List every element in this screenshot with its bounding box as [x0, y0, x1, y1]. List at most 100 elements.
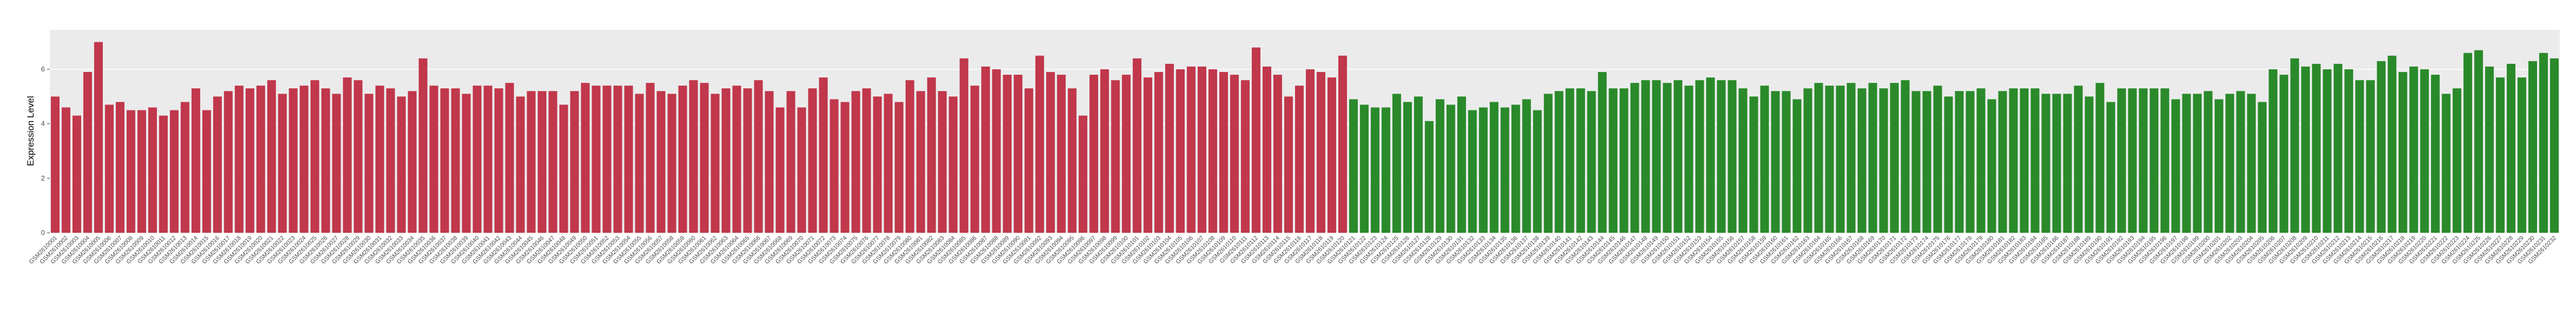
bar [494, 88, 503, 233]
bar [1273, 75, 1283, 233]
bar [2009, 88, 2018, 233]
bar [2312, 63, 2321, 233]
bar [1176, 69, 1185, 233]
bar [1316, 72, 1325, 233]
bar [1608, 88, 1618, 233]
bar [1327, 77, 1336, 233]
bar [743, 88, 752, 233]
bar [2442, 94, 2451, 233]
bar [245, 88, 254, 233]
bar [451, 88, 460, 233]
bar [1263, 66, 1272, 233]
bar [2193, 94, 2202, 233]
bar [960, 58, 969, 233]
bar [2344, 69, 2354, 233]
bar [148, 107, 157, 233]
bar [1662, 83, 1672, 233]
bar [408, 91, 417, 233]
bar [2496, 77, 2505, 233]
bar [2366, 80, 2375, 233]
bar [2063, 94, 2072, 233]
bar [1024, 88, 1034, 233]
bar [1987, 99, 1996, 233]
bar [1684, 86, 1693, 233]
bar [299, 86, 308, 233]
bar [462, 94, 471, 233]
bar [516, 96, 525, 233]
bar [1100, 69, 1109, 233]
bar [1392, 94, 1401, 233]
bar [2085, 96, 2094, 233]
bar [830, 99, 839, 233]
bar [1998, 91, 2007, 233]
bar [1111, 80, 1120, 233]
bar [169, 110, 179, 233]
bar [1554, 91, 1563, 233]
bar [2269, 69, 2278, 233]
bar [592, 86, 601, 233]
bar [678, 86, 687, 233]
bar [1014, 75, 1023, 233]
bar [472, 86, 482, 233]
bar [840, 102, 850, 233]
bar [213, 96, 222, 233]
bar [1966, 91, 1975, 233]
bar [321, 88, 330, 233]
bar [1057, 75, 1066, 233]
bar [938, 91, 947, 233]
bar [1760, 86, 1769, 233]
bar [180, 102, 189, 233]
bar [981, 66, 990, 233]
bar [2052, 94, 2061, 233]
bar [624, 86, 633, 233]
bar [635, 94, 644, 233]
bar [256, 86, 265, 233]
bar [1911, 91, 1921, 233]
bar [2247, 94, 2256, 233]
bar [1749, 96, 1758, 233]
bar [1792, 99, 1802, 233]
bar [1046, 72, 1055, 233]
bar [1522, 99, 1531, 233]
bar [1370, 107, 1379, 233]
bar [1922, 91, 1931, 233]
bar [2095, 83, 2105, 233]
bar [1435, 99, 1444, 233]
bar [1133, 58, 1142, 233]
bar [754, 80, 763, 233]
bar [1154, 72, 1164, 233]
bar [418, 58, 428, 233]
bar [2539, 53, 2548, 233]
bar [1976, 88, 1986, 233]
bar [202, 110, 211, 233]
bar [1511, 104, 1520, 233]
bar [1543, 94, 1553, 233]
bar [2355, 80, 2364, 233]
bar [1782, 91, 1791, 233]
bar [2474, 50, 2483, 233]
bar [1295, 86, 1304, 233]
bar [2420, 69, 2429, 233]
bar [2041, 94, 2051, 233]
bar [1738, 88, 1747, 233]
bar [970, 86, 980, 233]
bar [343, 77, 352, 233]
bar [646, 83, 655, 233]
bar [483, 86, 492, 233]
bar [537, 91, 547, 233]
bar [94, 42, 103, 233]
bar [721, 88, 731, 233]
bar [873, 96, 882, 233]
bar [1241, 80, 1250, 233]
bar [2030, 88, 2040, 233]
bar [2204, 91, 2213, 233]
bar [700, 83, 709, 233]
bar [375, 86, 384, 233]
bar [2463, 53, 2473, 233]
bar [711, 94, 720, 233]
bar [1955, 91, 1964, 233]
bar [440, 88, 449, 233]
bar [1857, 88, 1867, 233]
bar [1695, 80, 1704, 233]
